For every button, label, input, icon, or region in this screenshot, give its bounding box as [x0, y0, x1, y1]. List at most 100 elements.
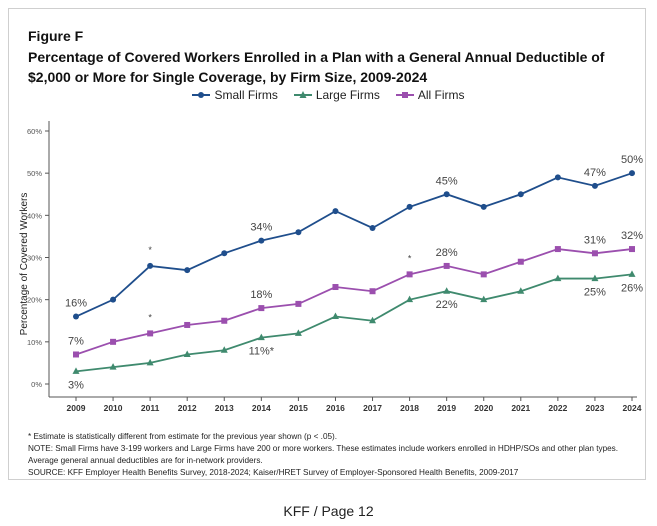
data-point [295, 300, 302, 307]
data-point [629, 170, 635, 177]
data-point [591, 250, 598, 257]
data-point [331, 312, 339, 320]
chart-title: Percentage of Covered Workers Enrolled i… [28, 49, 605, 85]
data-point [369, 224, 376, 231]
data-point [183, 350, 191, 357]
x-tick-label: 2017 [363, 403, 382, 413]
legend-item: Small Firms [192, 88, 278, 102]
x-tick-label: 2015 [289, 403, 308, 413]
x-tick-label: 2011 [141, 403, 160, 413]
note-significance: * Estimate is statistically different fr… [28, 432, 338, 441]
x-tick-label: 2024 [623, 403, 642, 413]
data-label: 45% [436, 175, 458, 187]
legend: Small Firms Large Firms All Firms [0, 88, 657, 103]
x-tick-label: 2016 [326, 403, 345, 413]
data-point [109, 363, 117, 370]
data-point [220, 346, 228, 353]
data-point [406, 271, 413, 278]
x-tick-label: 2010 [104, 403, 123, 413]
legend-label: Small Firms [214, 88, 278, 102]
page-footer: KFF / Page 12 [283, 503, 374, 519]
data-point [554, 274, 562, 282]
data-point [146, 358, 154, 366]
data-point [147, 262, 154, 269]
chart-notes: * Estimate is statistically different fr… [28, 431, 638, 479]
x-tick-label: 2020 [474, 403, 493, 413]
data-point [443, 262, 450, 269]
data-label: 3% [68, 379, 84, 391]
data-point [184, 321, 191, 328]
data-label: 22% [436, 299, 458, 311]
data-label: 11%* [249, 346, 275, 358]
legend-label: All Firms [417, 88, 465, 102]
data-label: 18% [250, 289, 272, 301]
data-point [443, 287, 451, 294]
data-point [554, 174, 561, 181]
data-point [628, 270, 636, 277]
y-tick-label: 50% [27, 169, 42, 178]
y-tick-label: 30% [27, 254, 42, 263]
x-tick-label: 2014 [252, 403, 271, 413]
data-point [73, 351, 79, 358]
data-label: 31% [584, 234, 606, 246]
data-point [480, 271, 487, 278]
legend-marker-icon [192, 92, 211, 98]
data-point [517, 287, 525, 294]
figure-label: Figure F [28, 28, 84, 44]
data-point [110, 338, 117, 345]
data-label: * [148, 245, 152, 255]
legend-marker-icon [293, 91, 312, 98]
data-point [554, 246, 561, 253]
data-point [629, 246, 635, 253]
x-tick-label: 2022 [548, 403, 567, 413]
data-point [258, 305, 265, 312]
data-point [221, 250, 228, 257]
y-tick-label: 60% [27, 127, 42, 136]
x-tick-label: 2021 [511, 403, 530, 413]
data-point [295, 229, 302, 236]
y-tick-label: 10% [27, 338, 42, 347]
x-tick-label: 2012 [178, 403, 197, 413]
data-point [258, 237, 265, 244]
data-label: * [148, 312, 152, 322]
data-point [184, 267, 191, 274]
note-definitions: NOTE: Small Firms have 3-199 workers and… [28, 444, 619, 465]
data-label: 25% [584, 287, 606, 299]
data-label: 7% [68, 335, 84, 347]
y-tick-label: 20% [27, 296, 42, 305]
series-line-small-firms [75, 172, 633, 318]
data-point [147, 330, 154, 337]
legend-label: Large Firms [315, 88, 380, 102]
data-label: 47% [584, 167, 606, 179]
data-point [369, 316, 377, 324]
data-point [406, 295, 414, 303]
y-tick-label: 0% [31, 380, 42, 389]
data-point [591, 182, 598, 189]
series-line-large-firms [75, 273, 633, 373]
data-point [369, 288, 376, 295]
data-point [221, 317, 228, 324]
y-tick-label: 40% [27, 211, 42, 220]
y-axis-title: Percentage of Covered Workers [19, 193, 30, 336]
x-tick-label: 2019 [437, 403, 456, 413]
legend-marker-icon [395, 92, 414, 98]
note-source: SOURCE: KFF Employer Health Benefits Sur… [28, 468, 519, 477]
x-tick-label: 2018 [400, 403, 419, 413]
data-point [332, 208, 339, 215]
data-point [591, 274, 599, 282]
legend-item: All Firms [395, 88, 465, 102]
series-line-all-firms [75, 248, 633, 356]
data-label: * [408, 253, 412, 263]
data-point [443, 191, 450, 198]
data-label: 34% [250, 222, 272, 234]
data-label: 50% [621, 154, 643, 166]
x-tick-label: 2023 [585, 403, 604, 413]
data-label: 28% [436, 247, 458, 259]
data-point [294, 329, 302, 336]
legend-item: Large Firms [293, 88, 380, 102]
data-label: 26% [621, 282, 643, 294]
data-point [73, 313, 79, 320]
data-point [517, 191, 524, 198]
data-point [332, 284, 339, 291]
